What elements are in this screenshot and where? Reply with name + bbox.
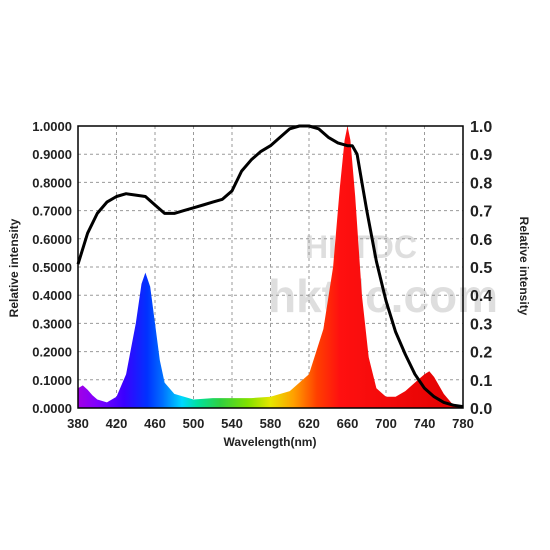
x-axis-label: Wavelength(nm)	[224, 435, 317, 449]
envelope-line	[76, 124, 464, 409]
x-tick-label: 460	[144, 416, 166, 431]
y-tick-label-right: 0.9	[470, 147, 492, 164]
y-tick-label-left: 0.3000	[32, 316, 72, 331]
x-tick-labels: 380 420 460 500 540 580 620 660 700 740 780	[67, 416, 474, 431]
y-tick-label-right: 0.3	[470, 316, 492, 333]
y-tick-label-left: 0.9000	[32, 147, 72, 162]
y-tick-label-left: 0.5000	[32, 260, 72, 275]
y-tick-label-right: 0.8	[470, 175, 492, 192]
x-tick-label: 620	[298, 416, 320, 431]
y-tick-label-right: 0.6	[470, 232, 492, 249]
spectrum-area	[78, 126, 463, 408]
y-tick-labels-right: 0.0 0.1 0.2 0.3 0.4 0.5 0.6 0.7 0.8 0.9 1.0	[470, 119, 492, 418]
y-tick-label-left: 1.0000	[32, 119, 72, 134]
y-tick-label-right: 0.5	[470, 260, 492, 277]
y-tick-label-left: 0.8000	[32, 175, 72, 190]
y-tick-label-right: 0.7	[470, 204, 492, 221]
y-tick-label-left: 0.0000	[32, 401, 72, 416]
x-tick-label: 780	[452, 416, 474, 431]
y-tick-label-right: 0.1	[470, 373, 492, 390]
y-tick-label-left: 0.2000	[32, 345, 72, 360]
x-tick-label: 540	[221, 416, 243, 431]
x-tick-label: 380	[67, 416, 89, 431]
y-tick-label-right: 0.0	[470, 401, 492, 418]
y-tick-labels-left: 0.0000 0.1000 0.2000 0.3000 0.4000 0.5000 0.60…	[32, 119, 72, 416]
y-tick-label-left: 0.4000	[32, 288, 72, 303]
watermark-line1: HKTDC	[305, 229, 417, 265]
watermark-line2: hktdc.com	[268, 270, 498, 322]
x-tick-label: 700	[375, 416, 397, 431]
y-axis-label-left: Relative intensity	[7, 218, 21, 317]
y-tick-label-right: 0.2	[470, 345, 492, 362]
x-tick-label: 580	[260, 416, 282, 431]
y-axis-label-right: Relative intensity	[517, 217, 531, 316]
x-tick-label: 500	[183, 416, 205, 431]
y-tick-label-left: 0.7000	[32, 204, 72, 219]
x-tick-label: 740	[414, 416, 436, 431]
y-tick-label-right: 1.0	[470, 119, 492, 136]
x-tick-label: 660	[337, 416, 359, 431]
y-tick-label-left: 0.6000	[32, 232, 72, 247]
y-tick-label-left: 0.1000	[32, 373, 72, 388]
x-tick-label: 420	[106, 416, 128, 431]
y-tick-label-right: 0.4	[470, 288, 492, 305]
watermark: HKTDC hktdc.com	[268, 229, 498, 322]
plot-frame	[77, 125, 464, 409]
